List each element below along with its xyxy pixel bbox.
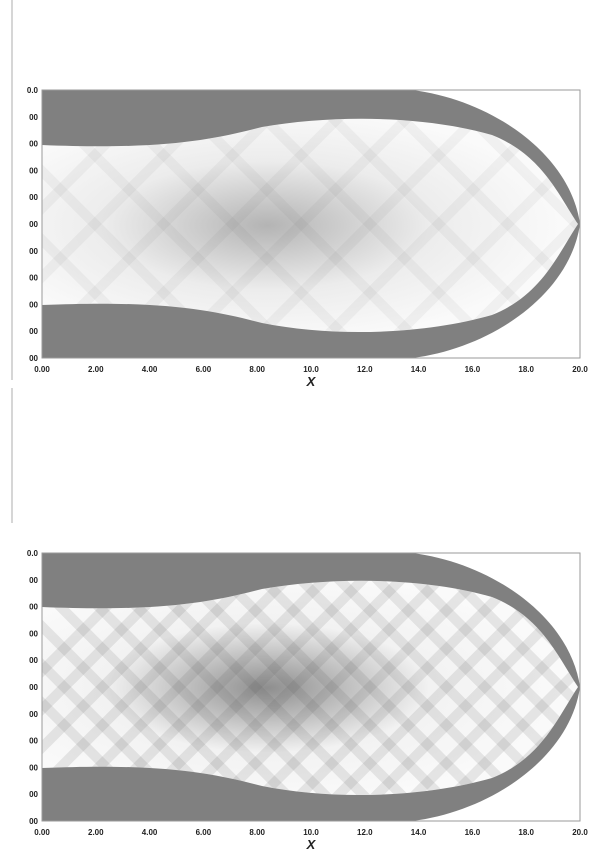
x-tick-label: 0.00 [34,828,50,837]
left-edge-line-top [11,0,13,380]
band-diag-up [194,580,470,796]
x-tick-label: 4.00 [142,365,158,374]
band-diag-down [423,580,578,796]
x-tick-label: 16.0 [465,828,481,837]
band-diag-up [370,118,578,333]
x-tick-label: 18.0 [518,828,534,837]
y-tick-label: 00 [29,603,38,612]
x-tick-label: 10.0 [303,828,319,837]
y-tick-label: 00 [29,683,38,692]
y-tick-label: 00 [29,817,38,826]
y-tick-label: 00 [29,220,38,229]
y-tick-label: 00 [29,737,38,746]
chart-panel-bottom: 0.00 2.00 4.00 6.00 8.00 10.0 12.0 14.0 16.0 18.0… [27,549,588,852]
y-tick-label: 00 [29,763,38,772]
x-tick-label: 20.0 [572,828,588,837]
x-tick-label: 2.00 [88,828,104,837]
x-tick-label: 2.00 [88,365,104,374]
y-tick-label: 00 [29,140,38,149]
band-diag-up [423,580,578,796]
y-tick-label: 00 [29,354,38,363]
x-tick-label: 14.0 [411,828,427,837]
y-tick-label: 0.0 [27,86,39,95]
x-tick-label: 8.00 [249,828,265,837]
band-diag-down [194,580,470,796]
y-tick-label: 00 [29,274,38,283]
y-tick-label: 00 [29,327,38,336]
band-diag-up [232,580,508,796]
x-axis-label: X [306,374,317,389]
x-axis-label: X [306,837,317,852]
y-tick-label: 00 [29,247,38,256]
x-tick-label: 18.0 [518,365,534,374]
x-tick-label: 14.0 [411,365,427,374]
y-tick-label: 00 [29,576,38,585]
wave-field [42,580,578,796]
y-tick-label: 00 [29,790,38,799]
left-edge-line-bottom [11,388,13,523]
y-tick-label: 00 [29,629,38,638]
x-tick-label: 6.00 [196,365,212,374]
plot-frame [41,89,581,359]
x-tick-label: 4.00 [142,828,158,837]
band-diag-down [385,580,578,796]
plot-area [42,553,580,821]
plot-frame [41,552,581,822]
band-diag-down [370,118,578,333]
x-tick-label: 6.00 [196,828,212,837]
band-diag-down [232,580,508,796]
y-tick-label: 00 [29,113,38,122]
x-tick-label: 20.0 [572,365,588,374]
y-tick-label: 00 [29,710,38,719]
band-diag-down [438,118,578,333]
y-tick-label: 00 [29,656,38,665]
plot-area [42,90,580,358]
y-tick-label: 00 [29,300,38,309]
y-tick-label: 0.0 [27,549,39,558]
x-tick-label: 12.0 [357,828,373,837]
band-diag-up [385,580,578,796]
x-tick-label: 12.0 [357,365,373,374]
chart-panel-top: 0.00 2.00 4.00 6.00 8.00 10.0 12.0 14.0 16.0 18.0… [27,86,588,389]
band-diag-up [232,118,508,333]
y-tick-label: 00 [29,166,38,175]
x-tick-label: 8.00 [249,365,265,374]
x-tick-label: 10.0 [303,365,319,374]
band-diag-up [438,118,578,333]
y-tick-label: 00 [29,193,38,202]
x-tick-label: 16.0 [465,365,481,374]
wave-field [42,118,578,333]
x-tick-label: 0.00 [34,365,50,374]
band-diag-down [232,118,508,333]
